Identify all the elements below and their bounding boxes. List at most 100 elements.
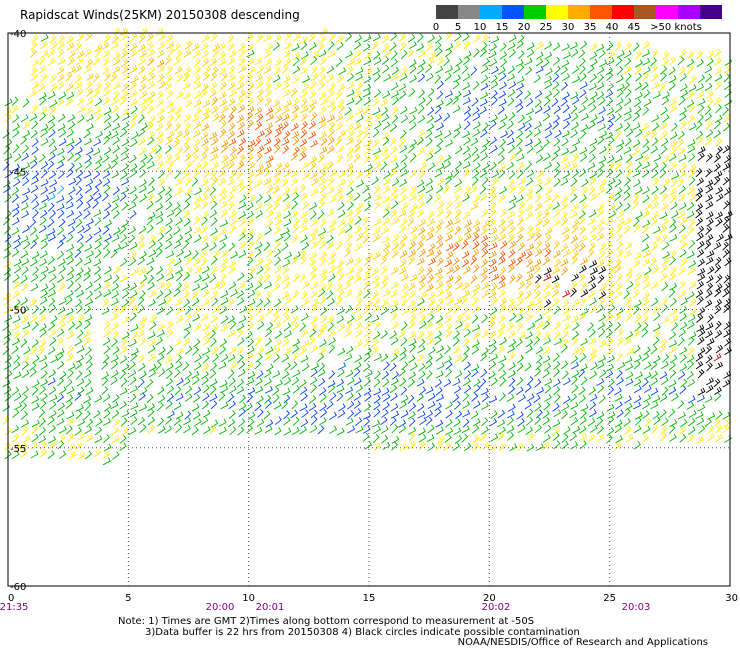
wind-barb	[263, 137, 272, 146]
wind-barb	[364, 51, 372, 59]
wind-barb	[632, 329, 640, 339]
wind-barb	[354, 417, 363, 426]
scale-label: 40	[605, 22, 619, 33]
wind-barb	[589, 260, 598, 268]
wind-barb	[464, 442, 472, 452]
wind-barb	[463, 120, 471, 130]
wind-barb	[58, 218, 66, 228]
wind-barb	[661, 57, 669, 67]
wind-barb	[650, 194, 659, 203]
wind-barb	[436, 288, 444, 298]
wind-barb	[102, 240, 110, 250]
wind-barb	[624, 336, 632, 346]
wind-barb	[317, 210, 325, 220]
wind-barb	[571, 273, 580, 282]
wind-barb	[139, 104, 147, 114]
wind-barb	[32, 170, 40, 180]
wind-barb	[139, 387, 148, 396]
wind-barb	[499, 337, 507, 346]
wind-barb	[399, 234, 408, 243]
wind-barb	[554, 258, 562, 268]
wind-barb	[705, 384, 714, 394]
wind-barb	[380, 256, 388, 266]
wind-barb	[587, 289, 596, 298]
wind-barb	[363, 146, 372, 155]
wind-barb	[480, 65, 489, 74]
wind-barb	[11, 425, 20, 434]
wind-barb	[173, 402, 182, 411]
wind-barb	[400, 154, 408, 163]
wind-barb	[497, 419, 506, 428]
wind-barb	[93, 170, 101, 180]
wind-barb	[542, 331, 551, 340]
wind-barb	[704, 112, 713, 122]
wind-barb	[668, 379, 677, 388]
wind-barb	[362, 89, 371, 98]
wind-barb	[623, 122, 631, 132]
wind-barb	[425, 266, 433, 276]
wind-barb	[535, 443, 544, 451]
wind-barb	[337, 83, 346, 92]
wind-barb	[444, 345, 451, 355]
wind-barb	[328, 121, 336, 131]
scale-swatch	[502, 5, 524, 19]
wind-barb	[606, 403, 615, 412]
wind-barb	[191, 114, 200, 123]
wind-barb	[337, 271, 345, 282]
wind-barb	[589, 192, 598, 202]
wind-barb	[383, 73, 392, 82]
wind-barb	[651, 81, 660, 90]
wind-barb	[407, 48, 415, 59]
scale-swatch	[524, 5, 546, 19]
wind-barb	[112, 227, 121, 236]
wind-barb	[336, 392, 344, 402]
wind-barb	[219, 273, 227, 283]
wind-barb	[372, 297, 381, 306]
wind-barb	[21, 361, 29, 370]
wind-barb	[642, 258, 651, 267]
wind-barb	[200, 225, 208, 234]
wind-barb	[335, 113, 344, 122]
wind-barb	[85, 114, 94, 122]
wind-barb	[155, 210, 164, 219]
wind-barb	[121, 138, 130, 147]
wind-barb	[381, 195, 390, 204]
wind-barb	[336, 385, 345, 394]
wind-barb	[435, 370, 444, 379]
wind-barb	[39, 448, 47, 458]
wind-barb	[12, 280, 21, 290]
wind-barb	[299, 224, 308, 233]
wind-barb	[552, 297, 560, 307]
wind-barb	[47, 160, 55, 170]
wind-barb	[193, 338, 201, 348]
wind-barb	[228, 153, 238, 162]
wind-barb	[40, 137, 49, 146]
wind-barb	[4, 233, 12, 243]
wind-barb	[704, 395, 713, 403]
wind-barb	[2, 345, 10, 356]
wind-barb	[264, 386, 273, 394]
wind-barb	[112, 265, 121, 274]
wind-barb	[499, 370, 507, 379]
wind-barb	[66, 168, 74, 178]
wind-barb	[589, 370, 598, 379]
wind-barb	[131, 194, 139, 203]
wind-barb	[616, 50, 625, 59]
wind-barb	[614, 130, 622, 139]
wind-barb	[634, 322, 642, 332]
wind-barb	[301, 409, 309, 418]
wind-barb	[481, 393, 489, 403]
wind-barb	[138, 321, 146, 331]
wind-barb	[68, 66, 77, 74]
wind-barb	[309, 155, 317, 164]
wind-barb	[264, 82, 272, 92]
wind-barb	[434, 145, 442, 155]
wind-barb	[642, 161, 651, 170]
wind-barb	[103, 443, 112, 452]
wind-barb	[238, 250, 247, 259]
wind-barb	[560, 202, 568, 211]
wind-barb	[102, 457, 111, 466]
wind-barb	[614, 178, 622, 188]
wind-barb	[661, 316, 670, 324]
wind-barb	[202, 392, 210, 402]
